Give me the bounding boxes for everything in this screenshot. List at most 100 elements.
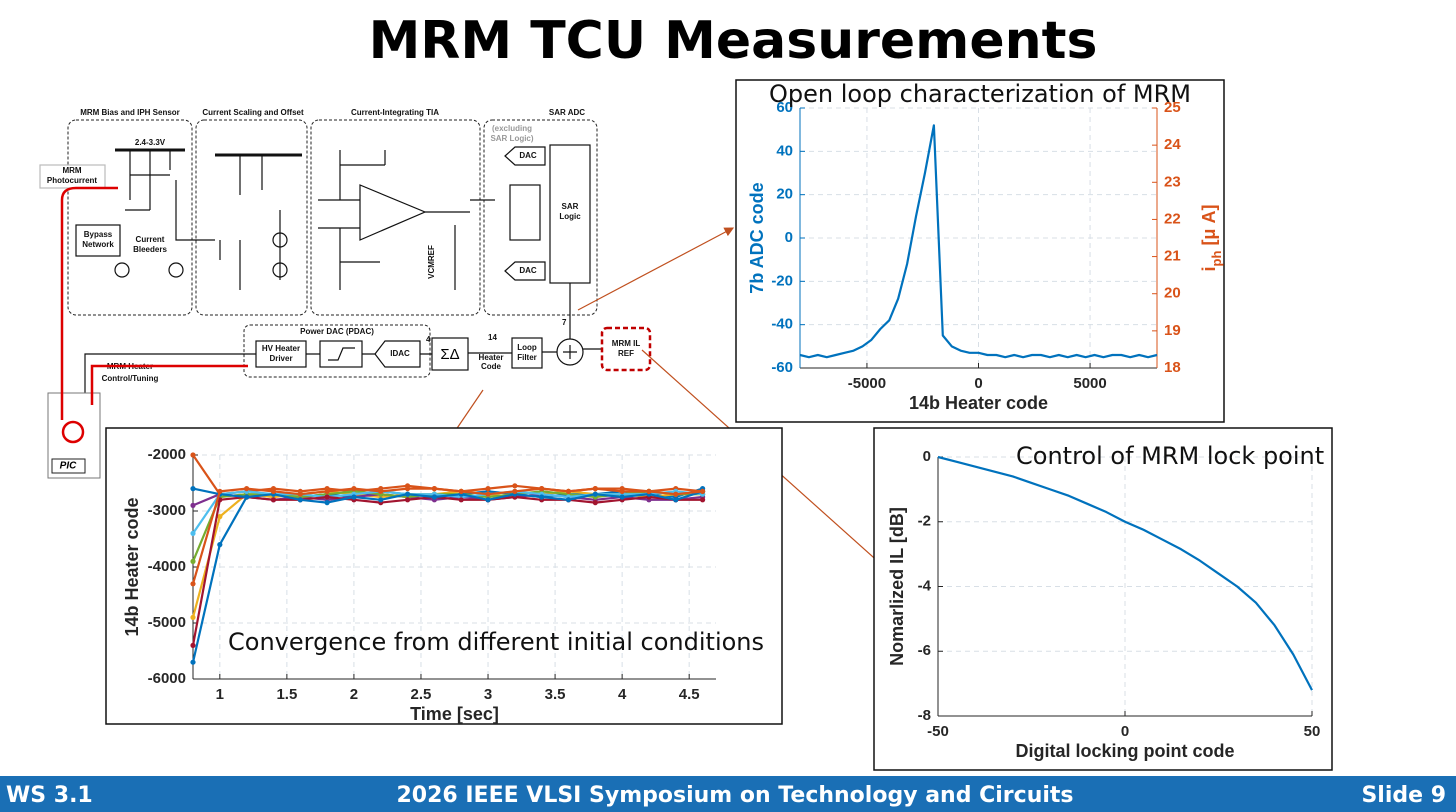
pointer-arrow	[577, 227, 735, 311]
label-part: i	[1199, 266, 1219, 271]
section-box	[243, 324, 431, 378]
x-tick-label: 4.5	[679, 686, 700, 703]
label-line: Code	[481, 362, 502, 371]
data-point	[217, 542, 223, 548]
data-point	[485, 497, 491, 503]
data-point	[190, 614, 196, 621]
block-label: Bypass Network	[82, 230, 114, 249]
data-point	[297, 497, 303, 503]
heater-path	[90, 364, 248, 405]
data-point	[190, 581, 196, 587]
section-title: Current-Integrating TIA	[351, 108, 439, 117]
x-tick-label: 0	[974, 375, 982, 392]
data-point	[351, 486, 357, 492]
data-point	[565, 497, 572, 503]
y-tick-label: -4000	[148, 558, 186, 575]
block-label: DAC	[519, 266, 537, 275]
y-tick-label: -60	[771, 359, 793, 376]
label-line: Control/Tuning	[102, 374, 159, 383]
block-label: Current Bleeders	[133, 235, 167, 254]
x-axis-label: 14b Heater code	[909, 393, 1048, 413]
data-point	[244, 486, 250, 492]
chart-frame	[105, 427, 783, 725]
data-point	[619, 488, 625, 494]
block	[511, 337, 543, 369]
data-point	[190, 642, 196, 649]
data-line	[799, 124, 1158, 359]
block-label: ΣΔ	[440, 346, 459, 363]
data-point	[190, 502, 196, 508]
x-axis-label: Time [sec]	[410, 704, 499, 724]
data-point	[351, 494, 357, 500]
label-line: Bypass	[84, 230, 113, 239]
chart: -8 -6 -4 -2 0 -50 0 50 Digital locking point cod…	[887, 442, 1324, 761]
x-tick-label: -50	[927, 723, 949, 740]
data-point	[404, 497, 411, 503]
y-tick-label: -40	[771, 316, 793, 333]
data-point	[431, 486, 437, 492]
y-tick-label: -8	[918, 707, 931, 724]
y2-tick-label: 25	[1164, 99, 1181, 116]
sar-note: (excluding SAR Logic)	[490, 124, 533, 143]
block-label: IDAC	[390, 349, 410, 358]
section-title: SAR ADC	[549, 108, 585, 117]
label-part: [μ A]	[1199, 205, 1219, 251]
label-line: Driver	[269, 354, 292, 363]
section-title: Current Scaling and Offset	[202, 108, 304, 117]
x-tick-label: 50	[1304, 723, 1321, 740]
data-point	[217, 488, 223, 494]
data-point	[297, 491, 303, 497]
y2-axis-label: iph [μ A]	[1199, 205, 1224, 272]
data-line	[192, 487, 703, 504]
x-tick-label: 1.5	[276, 686, 297, 703]
y-tick-label: -6000	[148, 670, 186, 687]
y-tick-label: -2000	[148, 446, 186, 463]
y-tick-label: -5000	[148, 614, 186, 631]
section-title: Power DAC (PDAC)	[300, 327, 374, 336]
chart-title: Open loop characterization of MRM	[769, 80, 1191, 108]
data-point	[244, 494, 250, 500]
block	[255, 340, 307, 368]
data-point	[190, 452, 196, 458]
block-label: Loop Filter	[517, 343, 537, 362]
il-ref-box	[600, 326, 652, 372]
data-point	[270, 488, 277, 494]
y-tick-label: 40	[776, 142, 793, 159]
data-line	[191, 495, 703, 646]
current-source	[168, 262, 184, 278]
data-point	[190, 486, 196, 492]
footer-left: WS 3.1	[6, 783, 93, 808]
block	[549, 144, 591, 284]
block	[75, 224, 121, 257]
x-tick-label: 4	[618, 686, 627, 703]
label-part: ph	[1209, 251, 1224, 267]
data-point	[324, 488, 330, 494]
chart-annotation: Convergence from different initial condi…	[228, 628, 764, 656]
label-line: MRM IL	[612, 339, 641, 348]
y-axis-label: 7b ADC code	[747, 182, 767, 293]
data-point	[646, 488, 652, 494]
block-label: MRM Photocurrent	[47, 166, 98, 185]
y2-tick-label: 22	[1164, 210, 1181, 227]
data-point	[565, 488, 572, 494]
y2-tick-label: 18	[1164, 359, 1181, 376]
label-line: SAR	[562, 202, 579, 211]
data-point	[404, 486, 411, 492]
mrm-ring	[61, 420, 85, 444]
data-point	[699, 488, 706, 494]
supply-label: 2.4-3.3V	[135, 138, 166, 147]
pic-label-box	[51, 458, 86, 474]
label-line: Loop	[517, 343, 537, 352]
current-source	[272, 232, 288, 248]
chart-title: Control of MRM lock point	[1016, 442, 1324, 470]
y-tick-label: 0	[785, 229, 793, 246]
data-point	[190, 659, 196, 665]
y-axis-label: 14b Heater code	[122, 497, 142, 636]
sqrt-icon	[328, 347, 355, 361]
wire	[84, 345, 602, 395]
tia-amp	[359, 184, 427, 241]
block	[504, 146, 546, 166]
